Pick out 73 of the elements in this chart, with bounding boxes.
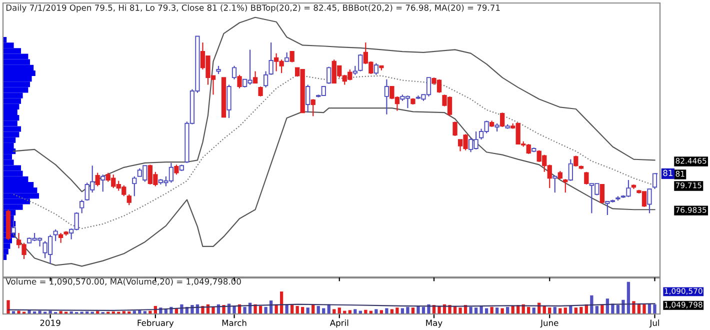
candlestick — [226, 84, 232, 119]
bar — [427, 304, 430, 314]
x-tick-label: June — [540, 320, 558, 328]
candlestick — [58, 232, 64, 244]
candlestick — [11, 218, 16, 236]
bar — [322, 308, 326, 314]
candlestick — [237, 74, 242, 89]
bar — [396, 308, 399, 314]
candlestick — [268, 42, 274, 76]
bar — [406, 306, 410, 314]
bar — [600, 304, 604, 314]
bar — [653, 304, 656, 314]
candlestick — [552, 176, 558, 194]
x-tick-label: 2019 — [40, 320, 60, 326]
bar — [243, 306, 246, 314]
candlestick — [232, 65, 237, 80]
candlestick — [500, 112, 505, 128]
bar — [416, 306, 420, 314]
bar — [212, 306, 215, 314]
candlestick — [310, 98, 316, 117]
candlestick — [374, 62, 378, 76]
bar — [558, 308, 562, 314]
candlestick — [290, 50, 294, 63]
x-tick-label: May — [426, 320, 442, 328]
candlestick — [306, 84, 310, 114]
candlestick — [258, 86, 263, 97]
candlestick — [358, 54, 363, 72]
candlestick — [563, 178, 568, 194]
candlestick — [647, 188, 652, 214]
candlestick — [174, 164, 179, 176]
bar — [254, 304, 257, 314]
bar — [500, 308, 504, 314]
bar — [285, 304, 288, 314]
x-tick-label: Jul — [649, 320, 659, 328]
candlestick — [452, 121, 458, 137]
candlestick — [326, 66, 332, 84]
bar — [232, 306, 236, 314]
x-tick-label: March — [222, 320, 246, 326]
candlestick — [126, 194, 132, 206]
bar — [642, 304, 646, 314]
bar — [480, 306, 483, 314]
candlestick — [132, 176, 137, 197]
x-tick-label: April — [330, 320, 348, 328]
candlestick — [584, 171, 589, 186]
bar — [458, 308, 462, 314]
bar — [632, 301, 636, 314]
bar — [264, 306, 268, 314]
bar — [490, 306, 494, 314]
bar — [385, 308, 388, 314]
bar — [438, 306, 441, 314]
x-tick-label: February — [138, 320, 174, 328]
bar — [611, 304, 614, 314]
candlestick — [53, 228, 58, 242]
candlestick — [568, 158, 573, 182]
candlestick — [80, 199, 84, 214]
bar — [626, 282, 630, 314]
candlestick — [100, 174, 106, 192]
candlestick — [384, 78, 390, 115]
candlestick — [95, 172, 100, 187]
candlestick — [574, 155, 578, 168]
bar — [59, 311, 62, 314]
chart-title: Volume = 1,090,570.00, MA(Volume,20) = 1,049,798.00 — [6, 278, 241, 286]
annotation: 81 — [663, 170, 672, 176]
bar — [374, 309, 378, 314]
bar — [469, 306, 472, 314]
bar — [274, 304, 278, 314]
candlestick — [263, 70, 268, 88]
bar — [6, 300, 10, 314]
bar — [400, 308, 404, 314]
candlestick — [600, 184, 605, 204]
chart-title: Daily 7/1/2019 Open 79.5, Hi 81, Lo 79.3, Close 81 (2.1%) BBTop(20,2) = 82.45, BBBot(20,2) = 76.98, MA(20) = 79.71 — [6, 4, 500, 12]
candlestick — [252, 70, 258, 84]
bar — [484, 308, 488, 314]
